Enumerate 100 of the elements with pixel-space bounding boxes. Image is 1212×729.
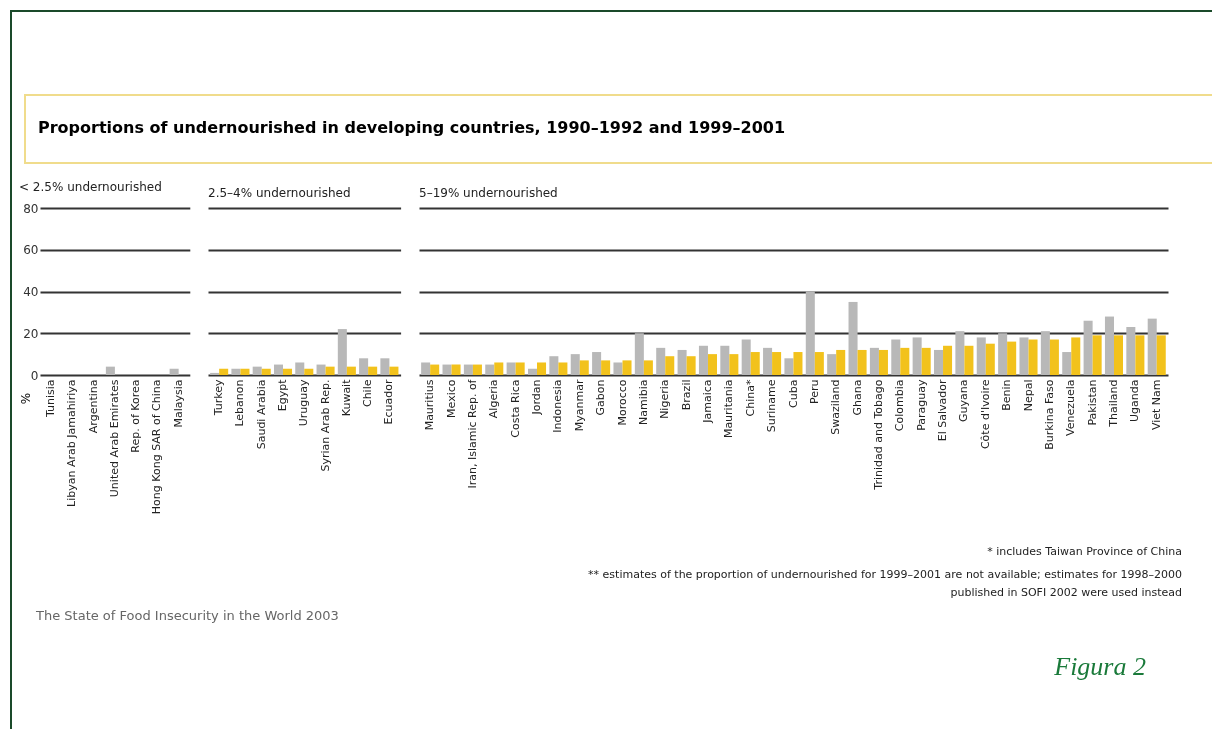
x-tick-label: Algeria: [487, 379, 501, 419]
bar: [1147, 318, 1157, 375]
y-axis-title: %: [18, 392, 33, 405]
bar: [570, 354, 580, 375]
x-tick-label: Lebanon: [233, 379, 247, 427]
x-tick-label: Hong Kong SAR of China: [150, 379, 164, 515]
x-tick-label: Burkina Faso: [1042, 379, 1056, 450]
bar: [827, 354, 837, 375]
bar: [451, 364, 461, 375]
bar: [442, 364, 452, 375]
bar: [527, 368, 538, 375]
bar: [1092, 335, 1102, 375]
x-tick-label: Peru: [807, 379, 821, 405]
bar: [537, 362, 547, 375]
x-tick-label: Iran, Islamic Rep. of: [465, 378, 479, 489]
y-tick-label: 40: [23, 285, 39, 299]
bar: [793, 352, 803, 375]
bar: [1062, 352, 1072, 375]
bar: [337, 329, 347, 375]
x-tick-label: Nigeria: [658, 379, 672, 419]
bar: [869, 347, 879, 375]
x-tick-label: Guyana: [957, 379, 971, 422]
bar: [707, 354, 717, 375]
bar: [985, 343, 995, 375]
bar: [389, 366, 399, 375]
x-tick-label: Venezuela: [1064, 379, 1078, 436]
bar: [601, 360, 611, 375]
bar: [579, 360, 589, 375]
x-tick-label: Suriname: [765, 379, 779, 433]
x-tick-label: Malaysia: [171, 379, 185, 428]
bar: [1113, 335, 1124, 375]
x-tick-label: Egypt: [276, 378, 290, 412]
bar: [210, 372, 220, 375]
bar: [494, 362, 504, 375]
x-tick-label: Jamaica: [701, 379, 715, 424]
x-tick-label: Benin: [1000, 379, 1014, 411]
bar: [1019, 337, 1029, 375]
bar: [998, 333, 1008, 375]
bar: [934, 349, 944, 375]
bar: [784, 358, 794, 375]
x-tick-label: Thailand: [1107, 379, 1121, 428]
x-tick-label: Kuwait: [339, 378, 353, 417]
x-tick-label: Mauritania: [722, 379, 736, 439]
bar: [592, 352, 602, 375]
x-tick-label: Swaziland: [829, 379, 843, 435]
bar: [665, 356, 675, 375]
x-tick-label: Tunisia: [44, 379, 58, 419]
x-tick-label: Turkey: [212, 379, 226, 417]
x-tick-label: Viet Nam: [1149, 379, 1163, 431]
bar: [848, 301, 858, 375]
bar: [380, 358, 390, 375]
x-tick-label: Indonesia: [551, 379, 565, 433]
bar: [772, 352, 782, 375]
bar: [912, 337, 922, 375]
x-tick-label: Costa Rica: [508, 379, 522, 438]
x-tick-label: Chile: [361, 379, 375, 408]
bar: [515, 362, 525, 375]
x-tick-label: Uganda: [1128, 379, 1142, 422]
x-tick-label: Ghana: [850, 379, 864, 416]
chart-subtitle: < 2.5% undernourished: [19, 180, 162, 194]
text: Figura 2: [1054, 652, 1146, 682]
x-tick-label: Myanmar: [572, 379, 586, 432]
bar: [763, 347, 773, 375]
bar: [283, 368, 293, 375]
bar: [878, 349, 888, 375]
x-tick-label: Colombia: [893, 379, 907, 432]
bar: [1083, 320, 1093, 375]
bar: [613, 362, 623, 375]
bar: [549, 356, 559, 375]
x-tick-label: Saudi Arabia: [254, 379, 268, 450]
bar: [622, 360, 632, 375]
bar: [1135, 335, 1145, 375]
bar: [891, 339, 901, 375]
x-tick-label: Ecuador: [382, 379, 396, 425]
bar: [359, 358, 369, 375]
bar: [346, 366, 356, 375]
bar: [240, 368, 250, 375]
x-tick-label: Côte d'Ivoire: [978, 379, 992, 450]
bar: [421, 362, 431, 375]
x-tick-label: Paraguay: [914, 379, 928, 431]
x-tick-label: Rep. of Korea: [129, 379, 143, 453]
bar: [1104, 316, 1114, 375]
bar: [1126, 326, 1136, 375]
bar: [921, 347, 931, 375]
x-tick-label: Trinidad and Tobago: [871, 379, 885, 491]
x-tick-label: Mexico: [444, 379, 458, 418]
bar: [1028, 339, 1038, 375]
x-tick-label: Jordan: [530, 379, 544, 416]
bar: [1007, 341, 1017, 375]
x-tick-label: Cuba: [786, 379, 800, 408]
bar: [316, 364, 326, 375]
x-tick-label: Mauritius: [423, 379, 437, 431]
bar: [295, 362, 305, 375]
bar: [729, 354, 739, 375]
bar: [943, 345, 953, 375]
bar: [261, 368, 271, 375]
bar: [472, 364, 482, 375]
bar: [698, 345, 708, 375]
y-tick-label: 60: [23, 243, 39, 258]
bar: [900, 347, 910, 375]
